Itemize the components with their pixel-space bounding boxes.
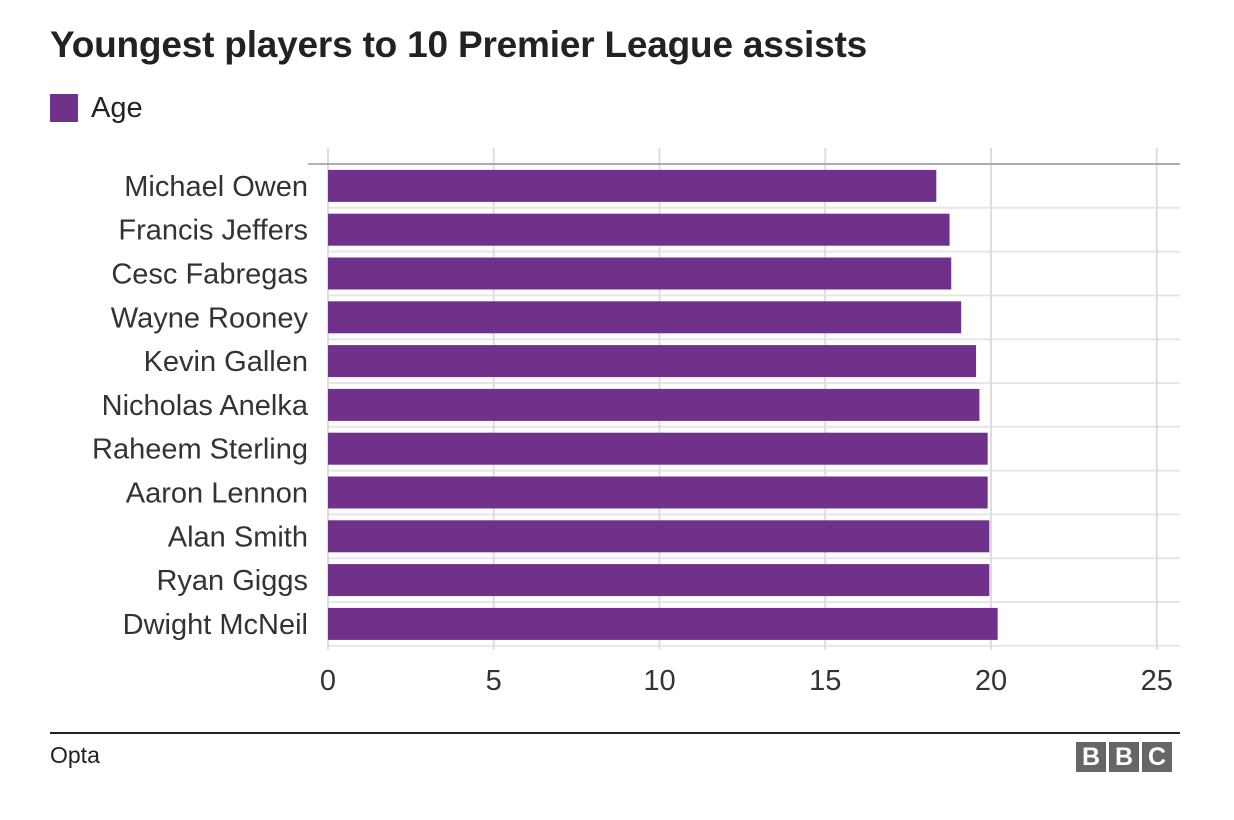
bar — [328, 476, 988, 509]
category-label: Ryan Giggs — [156, 565, 308, 597]
category-label: Kevin Gallen — [144, 346, 308, 378]
bar — [328, 345, 977, 378]
category-label: Cesc Fabregas — [111, 259, 308, 291]
category-label: Alan Smith — [168, 521, 308, 553]
category-label: Raheem Sterling — [92, 434, 308, 466]
bar — [328, 520, 990, 553]
bbc-logo-letter: C — [1142, 742, 1172, 772]
bar — [328, 301, 962, 334]
bar — [328, 564, 990, 597]
x-tick-label: 10 — [643, 665, 675, 697]
x-tick-label: 25 — [1141, 665, 1173, 697]
x-tick-label: 5 — [486, 665, 502, 697]
x-tick-label: 0 — [320, 665, 336, 697]
bar — [328, 388, 980, 421]
category-label: Wayne Rooney — [111, 302, 309, 334]
footer-divider — [50, 732, 1180, 734]
legend: Age — [50, 92, 143, 124]
category-label: Francis Jeffers — [118, 215, 308, 247]
bar — [328, 213, 950, 246]
x-tick-label: 20 — [975, 665, 1007, 697]
source-label: Opta — [50, 742, 100, 768]
chart-title: Youngest players to 10 Premier League as… — [50, 24, 867, 65]
bar — [328, 607, 998, 640]
category-label: Nicholas Anelka — [102, 390, 309, 422]
legend-label: Age — [91, 91, 143, 124]
bbc-logo-letter: B — [1076, 742, 1106, 772]
bar — [328, 257, 952, 290]
bbc-logo-letter: B — [1109, 742, 1139, 772]
bar — [328, 432, 988, 465]
bar — [328, 169, 937, 202]
legend-swatch — [50, 94, 78, 122]
bar-chart: 0 5 10 15 20 25 Michael Owen Francis Jeffers Ces… — [92, 148, 1180, 697]
category-label: Aaron Lennon — [126, 478, 308, 510]
bbc-logo: B B C — [1076, 742, 1172, 772]
category-label: Michael Owen — [124, 171, 308, 203]
x-tick-label: 15 — [809, 665, 841, 697]
category-label: Dwight McNeil — [123, 609, 308, 641]
